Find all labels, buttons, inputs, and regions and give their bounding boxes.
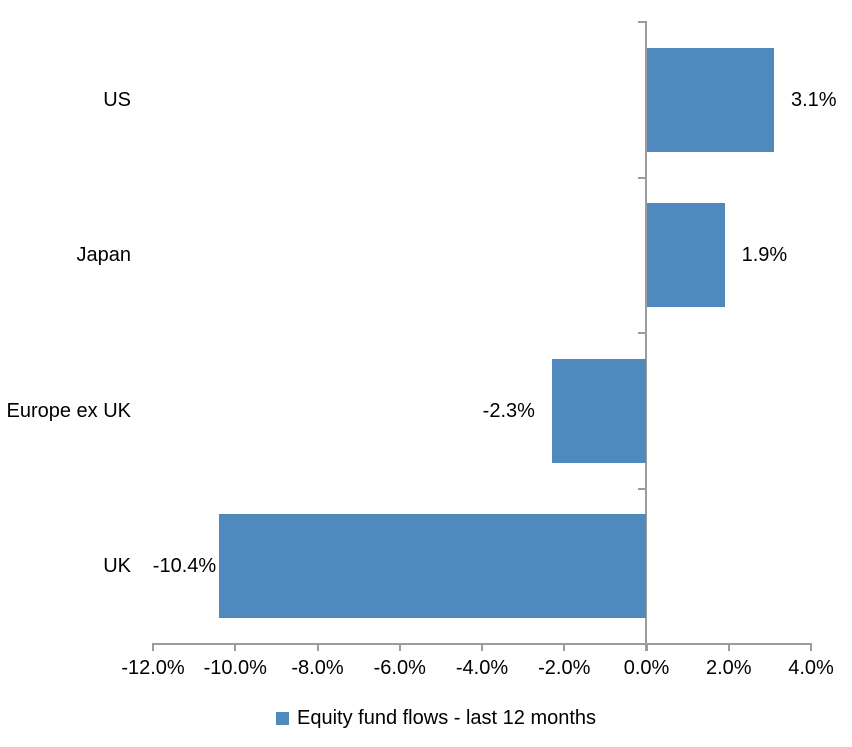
x-axis-tick-label: 2.0% [705, 657, 752, 679]
x-axis-tick-label: -6.0% [373, 657, 426, 679]
x-axis-tick [727, 645, 730, 651]
bar-value-label: -2.3% [482, 399, 535, 422]
x-axis-tick [481, 645, 483, 651]
x-axis-tick-label: 4.0% [788, 657, 834, 679]
x-axis-tick-label: 0.0% [623, 657, 670, 679]
category-label: Japan [76, 244, 132, 267]
category-label: Europe ex UK [6, 399, 131, 422]
legend-marker-icon [276, 711, 289, 725]
x-axis-tick-label: -4.0% [455, 657, 509, 679]
bar-value-label: -10.4% [152, 555, 217, 578]
x-axis-tick [810, 645, 812, 651]
category-axis-tick [637, 332, 647, 334]
x-axis-tick [563, 645, 566, 651]
x-axis-tick [316, 645, 319, 651]
bar-value-label: 1.9% [741, 244, 788, 267]
x-axis-tick-label: -8.0% [291, 657, 344, 679]
legend: Equity fund flows - last 12 months [276, 706, 596, 730]
x-axis-line [152, 643, 812, 645]
x-axis-tick [645, 645, 648, 651]
x-axis-tick [234, 645, 237, 651]
bar [218, 514, 647, 619]
category-axis-tick [637, 643, 647, 645]
x-axis-tick-label: -12.0% [121, 657, 185, 679]
x-axis-tick [398, 645, 401, 651]
category-label: UK [103, 555, 131, 578]
category-label: US [103, 88, 131, 111]
x-axis-tick-label: -2.0% [538, 657, 591, 679]
bar-value-label: 3.1% [790, 88, 837, 111]
category-axis-tick [637, 176, 647, 179]
bar [646, 203, 725, 308]
legend-label: Equity fund flows - last 12 months [297, 707, 597, 729]
bar [646, 47, 774, 152]
bar [551, 358, 647, 463]
x-axis-tick [152, 645, 154, 651]
category-axis-tick [637, 21, 647, 23]
category-axis-tick [637, 487, 647, 490]
x-axis-tick-label: -10.0% [203, 657, 267, 679]
zero-baseline [644, 21, 647, 651]
